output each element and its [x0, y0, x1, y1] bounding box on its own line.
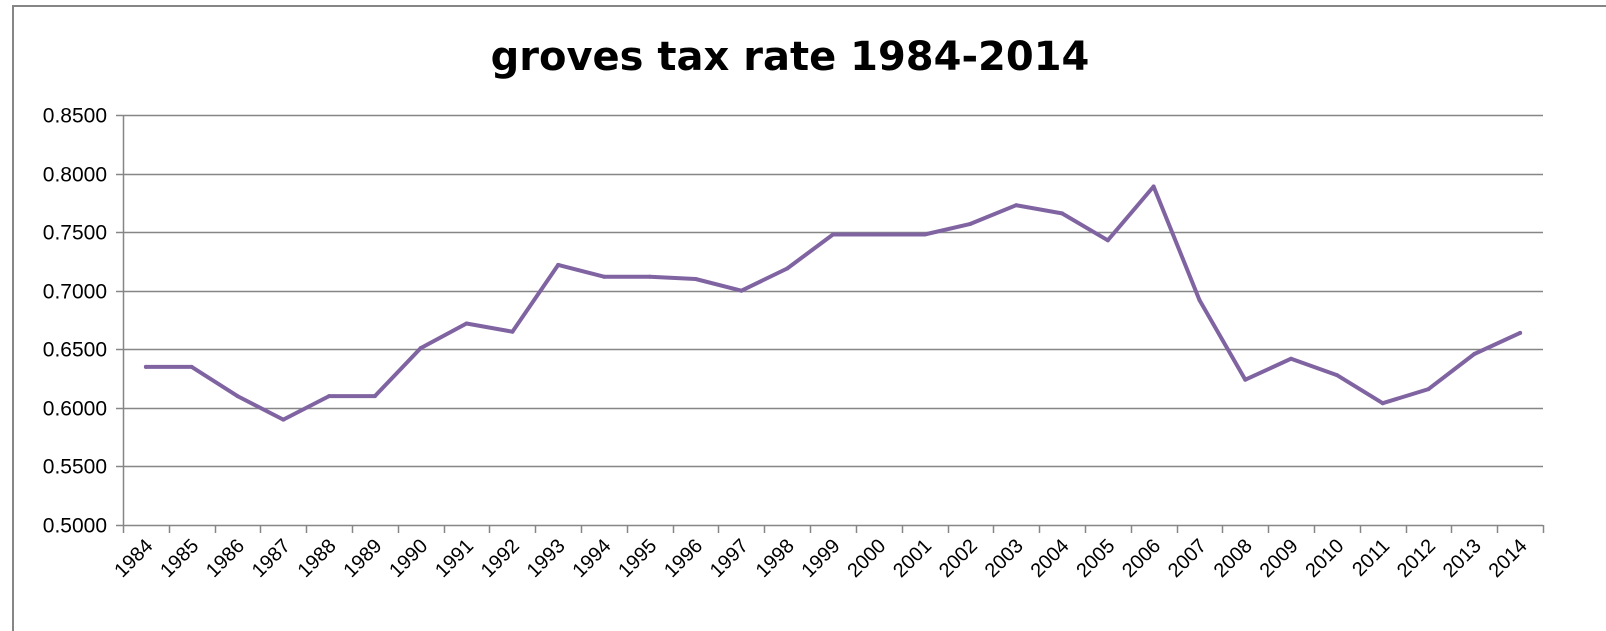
y-tick-labels: 0.5000 0.5500 0.6000 0.6500 0.7000 0.7500 0.80… [43, 105, 107, 538]
x-tick-label: 1991 [431, 535, 478, 582]
data-point [143, 364, 148, 369]
data-point [372, 394, 377, 399]
data-point [327, 394, 332, 399]
x-tick-label: 2002 [935, 535, 982, 582]
data-point [1426, 387, 1431, 392]
data-point [418, 346, 423, 351]
x-tick-label: 1993 [523, 535, 570, 582]
gridlines [123, 114, 1543, 468]
data-point [831, 232, 835, 237]
data-point [785, 266, 790, 271]
y-tick-label: 0.6500 [43, 339, 107, 362]
x-tick-labels: 1984198519861987198819891990199119921993… [110, 535, 1531, 582]
x-tick-label: 1989 [339, 535, 386, 582]
data-point [510, 329, 515, 334]
x-tick-label: 1997 [706, 535, 753, 582]
x-tick-label: 2000 [843, 535, 890, 582]
x-tick-label: 2010 [1301, 535, 1348, 582]
data-point [189, 364, 194, 369]
y-tick-label: 0.5500 [43, 456, 107, 479]
data-point [1151, 184, 1156, 189]
x-tick-label: 1985 [156, 535, 203, 582]
chart-frame [12, 5, 1606, 631]
data-point [235, 394, 240, 399]
x-tick-label: 1984 [110, 535, 157, 582]
x-tick-label: 2007 [1164, 535, 1211, 582]
data-point [1105, 238, 1110, 243]
x-tick-label: 1988 [294, 535, 341, 582]
chart-title: groves tax rate 1984-2014 [491, 34, 1090, 80]
x-tick-label: 1996 [660, 535, 707, 582]
data-point [647, 274, 652, 279]
x-tick-label: 2001 [889, 535, 936, 582]
y-tick-label: 0.6000 [43, 398, 107, 421]
x-tick-label: 2003 [981, 535, 1028, 582]
data-point [556, 262, 561, 267]
data-point [1518, 330, 1523, 335]
y-tick-label: 0.5000 [43, 515, 107, 538]
data-point [1334, 373, 1339, 378]
data-point [1472, 352, 1477, 356]
y-tick-label: 0.8000 [43, 164, 107, 187]
data-point [922, 232, 927, 237]
series-line [143, 184, 1523, 422]
y-tick-label: 0.7000 [43, 281, 107, 304]
data-point [1289, 356, 1294, 361]
x-tick-label: 1987 [248, 535, 295, 582]
x-tick-label: 2006 [1118, 535, 1165, 582]
y-tick-label: 0.8500 [43, 105, 107, 128]
x-tick-label: 2004 [1027, 535, 1074, 582]
x-tick-label: 2013 [1439, 535, 1486, 582]
data-point [876, 232, 881, 237]
x-tick-label: 1992 [477, 535, 524, 582]
x-tick-label: 2012 [1393, 535, 1440, 582]
data-point [464, 321, 469, 326]
data-point [1197, 298, 1202, 303]
data-point [1243, 377, 1248, 382]
x-tick-label: 1986 [202, 535, 249, 582]
x-tick-label: 1999 [798, 535, 845, 582]
axes [116, 114, 1545, 533]
x-tick-label: 1994 [568, 535, 615, 582]
x-tick-label: 1990 [385, 535, 432, 582]
x-tick-label: 1998 [752, 535, 799, 582]
data-point [739, 288, 744, 293]
data-point [968, 221, 973, 226]
x-tick-label: 2005 [1072, 535, 1119, 582]
x-tick-label: 2008 [1210, 535, 1257, 582]
data-point [693, 277, 698, 281]
series-layer [143, 184, 1523, 422]
x-tick-label: 2014 [1485, 535, 1532, 582]
data-point [281, 417, 286, 422]
x-tick-label: 1995 [614, 535, 661, 582]
data-point [1380, 401, 1385, 406]
data-point [1060, 211, 1064, 216]
x-tick-label: 2009 [1256, 535, 1303, 582]
data-point [602, 274, 606, 279]
y-tick-label: 0.7500 [43, 222, 107, 245]
data-point [1014, 203, 1019, 208]
x-tick-label: 2011 [1348, 535, 1394, 581]
